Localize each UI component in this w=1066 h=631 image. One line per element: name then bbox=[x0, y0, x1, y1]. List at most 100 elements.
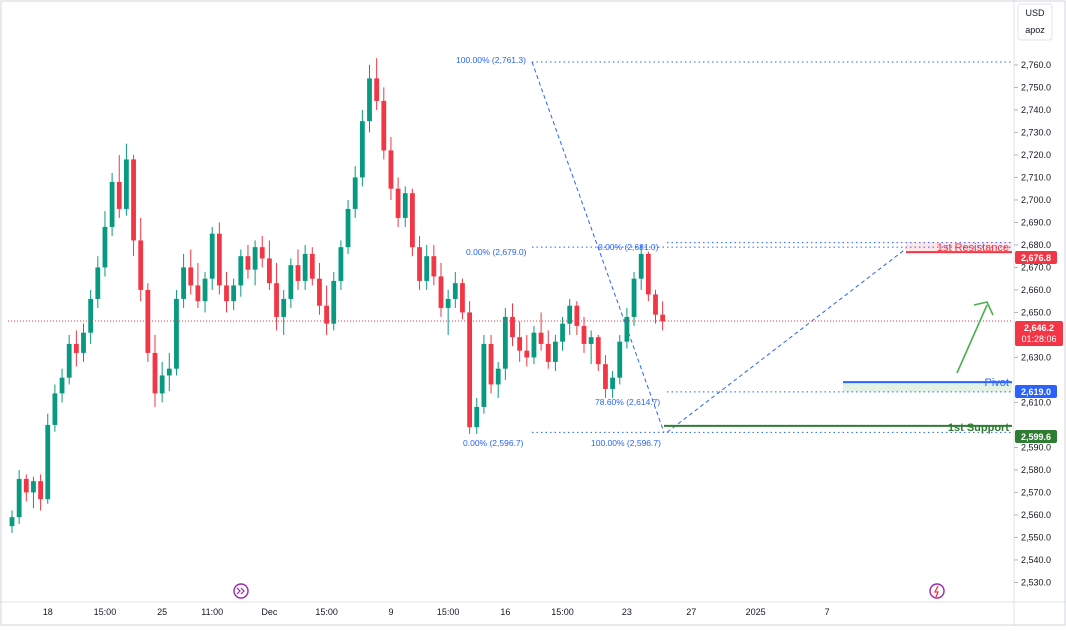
candle bbox=[245, 244, 251, 279]
price-axis[interactable]: 2,760.0 2,750.0 2,740.0 2,730.0 2,720.0 2,710… bbox=[1014, 60, 1051, 588]
price-tick: 2,750.0 bbox=[1014, 82, 1051, 92]
support-resistance-levels[interactable] bbox=[8, 242, 1012, 427]
candle bbox=[610, 370, 615, 398]
svg-text:2,750.0: 2,750.0 bbox=[1021, 82, 1051, 92]
svg-text:2,740.0: 2,740.0 bbox=[1021, 105, 1051, 115]
price-axis-header[interactable]: USD apoz bbox=[1017, 3, 1053, 41]
candle bbox=[66, 334, 72, 385]
candle bbox=[359, 109, 365, 187]
price-tick: 2,740.0 bbox=[1014, 105, 1051, 115]
candle bbox=[88, 289, 94, 344]
time-label: 23 bbox=[622, 607, 632, 617]
price-tick: 2,710.0 bbox=[1014, 172, 1051, 182]
candle bbox=[102, 211, 108, 277]
time-label: 11:00 bbox=[201, 607, 223, 617]
fibonacci-drawings[interactable] bbox=[531, 61, 1012, 433]
fib-label-bottom-left: 0.00% (2,596.7) bbox=[463, 438, 524, 448]
candle bbox=[174, 289, 179, 376]
bar-countdown: 01:28:06 bbox=[1021, 334, 1056, 344]
fib-label-mid-left: 0.00% (2,679.0) bbox=[466, 247, 527, 257]
candle bbox=[445, 289, 451, 335]
candle bbox=[138, 217, 144, 302]
candle bbox=[267, 240, 272, 290]
price-tick: 2,540.0 bbox=[1014, 555, 1051, 565]
time-label: 9 bbox=[388, 607, 393, 617]
candle bbox=[109, 172, 115, 236]
svg-text:2,630.0: 2,630.0 bbox=[1021, 352, 1051, 362]
candle bbox=[460, 278, 465, 320]
go-to-realtime-icon[interactable] bbox=[233, 583, 249, 599]
candle bbox=[324, 285, 329, 335]
time-label: 27 bbox=[686, 607, 696, 617]
candle bbox=[631, 271, 637, 326]
candle bbox=[202, 271, 208, 313]
price-tick: 2,610.0 bbox=[1014, 397, 1051, 407]
candle bbox=[438, 262, 444, 317]
support-label: 1st Support bbox=[948, 422, 1009, 434]
candle bbox=[660, 301, 666, 331]
time-label: 15:00 bbox=[94, 607, 117, 617]
time-label: 7 bbox=[825, 607, 830, 617]
price-tick: 2,580.0 bbox=[1014, 465, 1051, 475]
candle bbox=[145, 283, 151, 362]
candle bbox=[553, 334, 558, 371]
resistance-badge: 2,676.8 bbox=[1015, 251, 1057, 264]
candle bbox=[624, 307, 630, 349]
svg-text:2,580.0: 2,580.0 bbox=[1021, 465, 1051, 475]
candle bbox=[181, 253, 186, 308]
candle bbox=[338, 240, 344, 290]
candle bbox=[152, 334, 158, 407]
candle bbox=[374, 58, 380, 110]
candle bbox=[645, 251, 651, 302]
time-label: 16 bbox=[500, 607, 510, 617]
fib-label-786: 78.60% (2,614.7) bbox=[595, 397, 660, 407]
candle bbox=[531, 325, 537, 365]
candle bbox=[367, 64, 372, 133]
svg-text:2,676.8: 2,676.8 bbox=[1021, 253, 1051, 263]
price-tick: 2,760.0 bbox=[1014, 60, 1051, 70]
svg-text:2,700.0: 2,700.0 bbox=[1021, 195, 1051, 205]
candle bbox=[467, 301, 472, 434]
svg-text:2,619.0: 2,619.0 bbox=[1021, 387, 1051, 397]
svg-text:2,610.0: 2,610.0 bbox=[1021, 397, 1051, 407]
candle bbox=[16, 469, 22, 524]
time-label: 15:00 bbox=[437, 607, 460, 617]
candle bbox=[502, 307, 508, 380]
candle bbox=[524, 334, 530, 367]
candle bbox=[424, 244, 430, 290]
candles bbox=[9, 58, 666, 533]
candle bbox=[81, 323, 86, 362]
svg-text:2,690.0: 2,690.0 bbox=[1021, 217, 1051, 227]
time-axis[interactable]: 18 15:00 25 11:00 Dec 15:00 9 15:00 16 15:00 23 27 2… bbox=[43, 607, 830, 617]
time-label: 18 bbox=[43, 607, 53, 617]
account-label: apoz bbox=[1025, 25, 1045, 35]
time-label: 2025 bbox=[746, 607, 766, 617]
candle bbox=[238, 249, 244, 297]
candle bbox=[317, 262, 322, 315]
candle bbox=[188, 249, 194, 295]
price-tick: 2,570.0 bbox=[1014, 487, 1051, 497]
candle bbox=[481, 334, 487, 414]
candle bbox=[274, 262, 279, 331]
price-tick: 2,560.0 bbox=[1014, 510, 1051, 520]
svg-text:2,730.0: 2,730.0 bbox=[1021, 127, 1051, 137]
svg-text:2,560.0: 2,560.0 bbox=[1021, 510, 1051, 520]
candle bbox=[617, 334, 623, 385]
candle bbox=[595, 334, 601, 371]
candle bbox=[395, 177, 401, 227]
fib-label-mid-right: 0.00% (2,681.0) bbox=[598, 242, 659, 252]
alert-lightning-icon[interactable] bbox=[929, 583, 945, 599]
time-label: 15:00 bbox=[551, 607, 574, 617]
candle bbox=[517, 321, 523, 362]
svg-text:2,710.0: 2,710.0 bbox=[1021, 172, 1051, 182]
candle bbox=[452, 271, 458, 308]
candle bbox=[159, 361, 165, 403]
candle bbox=[116, 154, 122, 218]
pivot-badge: 2,619.0 bbox=[1015, 385, 1057, 398]
svg-text:2,530.0: 2,530.0 bbox=[1021, 577, 1051, 587]
price-tick: 2,720.0 bbox=[1014, 150, 1051, 160]
projection-arrow[interactable] bbox=[956, 301, 994, 374]
svg-text:2,550.0: 2,550.0 bbox=[1021, 532, 1051, 542]
candle bbox=[31, 476, 36, 509]
